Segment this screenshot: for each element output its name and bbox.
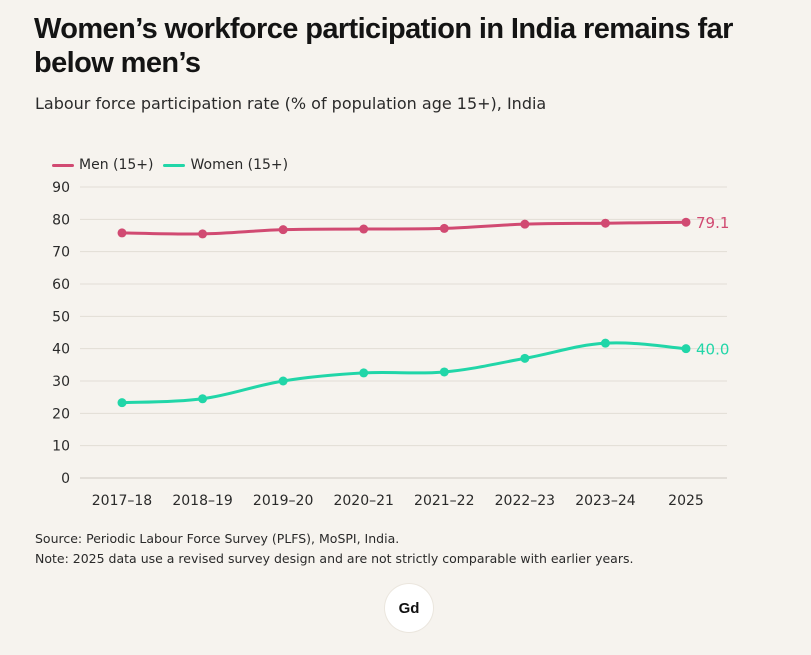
y-tick-label: 30 — [52, 374, 70, 390]
data-point-men — [117, 228, 127, 238]
data-point-men — [520, 219, 530, 229]
data-point-women — [600, 338, 610, 348]
y-tick-label: 60 — [52, 277, 70, 293]
end-label-women: 40.0 — [696, 341, 729, 359]
end-label-men: 79.1 — [696, 214, 729, 232]
legend-label-men: Men (15+) — [79, 157, 154, 173]
footnote: Note: 2025 data use a revised survey des… — [35, 551, 634, 566]
chart-legend: Men (15+) Women (15+) — [52, 157, 288, 173]
brand-logo: Gd — [385, 584, 433, 632]
source-note: Source: Periodic Labour Force Survey (PL… — [35, 531, 400, 546]
data-point-women — [520, 353, 530, 363]
y-tick-label: 10 — [52, 439, 70, 455]
x-tick-label: 2018–19 — [172, 493, 232, 509]
x-tick-label: 2023–24 — [575, 493, 636, 509]
legend-swatch-women — [163, 163, 186, 167]
data-point-women — [439, 367, 449, 377]
data-point-men — [198, 229, 208, 239]
line-chart: 0 10 20 30 40 50 60 70 80 90 2017–18 2018–19 2019–2… — [52, 180, 729, 509]
x-tick-label: 2025 — [668, 493, 704, 509]
x-tick-label: 2022–23 — [495, 493, 555, 509]
data-point-women — [359, 368, 369, 378]
data-point-women — [278, 376, 288, 386]
data-point-women — [198, 394, 208, 404]
data-point-men — [359, 224, 369, 234]
data-point-men — [681, 217, 691, 227]
chart-notes: Source: Periodic Labour Force Survey (PL… — [35, 529, 633, 569]
data-point-women — [681, 344, 691, 354]
x-axis: 2017–18 2018–19 2019–20 2020–21 2021–22 2022–… — [92, 493, 704, 509]
series-women: 40.0 — [117, 338, 729, 408]
legend-item-men: Men (15+) — [52, 157, 153, 173]
data-point-women — [117, 398, 127, 408]
data-point-men — [278, 225, 288, 235]
y-tick-label: 50 — [52, 309, 70, 325]
series-men: 79.1 — [117, 214, 729, 239]
x-tick-label: 2020–21 — [333, 493, 393, 509]
data-point-men — [600, 218, 610, 228]
y-axis: 0 10 20 30 40 50 60 70 80 90 — [52, 180, 70, 487]
y-tick-label: 90 — [52, 180, 70, 196]
gridlines — [80, 186, 727, 479]
series: 79.1 40.0 — [117, 214, 729, 408]
data-point-men — [439, 223, 449, 233]
x-tick-label: 2019–20 — [253, 493, 313, 509]
x-tick-label: 2021–22 — [414, 493, 474, 509]
legend-label-women: Women (15+) — [190, 157, 289, 173]
y-tick-label: 70 — [52, 245, 70, 261]
chart-title: Women’s workforce participation in India… — [34, 13, 733, 79]
chart-subtitle: Labour force participation rate (% of po… — [35, 94, 547, 113]
x-tick-label: 2017–18 — [92, 493, 152, 509]
legend-item-women: Women (15+) — [163, 157, 288, 173]
series-line-men — [120, 220, 688, 236]
y-tick-label: 20 — [52, 406, 70, 422]
y-tick-label: 80 — [52, 212, 70, 228]
y-tick-label: 40 — [52, 342, 70, 358]
y-tick-label: 0 — [61, 471, 70, 487]
series-line-women — [120, 341, 688, 405]
legend-swatch-men — [52, 163, 74, 167]
